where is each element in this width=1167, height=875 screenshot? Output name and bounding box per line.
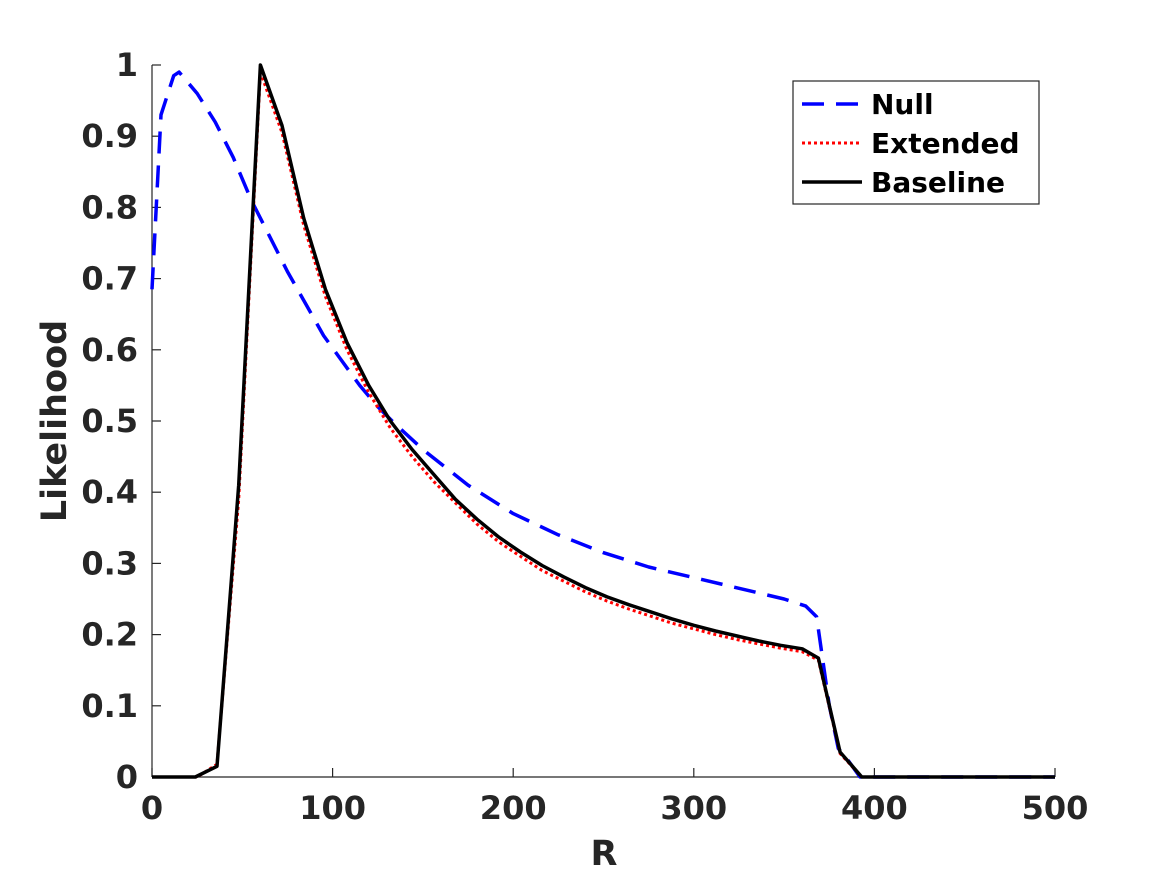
y-axis-title: Likelihood: [35, 320, 75, 522]
series-lines: [150, 63, 1055, 779]
y-tick-label: 0.4: [81, 473, 138, 511]
legend-label-extended: Extended: [871, 127, 1020, 160]
y-tick-label: 1: [116, 46, 138, 84]
legend-label-null: Null: [871, 88, 934, 121]
x-tick-label: 300: [660, 789, 727, 827]
series-line-baseline: [152, 63, 1055, 779]
x-tick-label: 100: [299, 789, 366, 827]
legend: Null Extended Baseline: [792, 80, 1040, 205]
x-axis-title: R: [591, 834, 618, 874]
legend-label-baseline: Baseline: [871, 166, 1005, 199]
y-tick-label: 0.8: [81, 188, 138, 226]
x-tick-label: 200: [480, 789, 547, 827]
x-tick-label: 500: [1022, 789, 1089, 827]
y-tick-label: 0: [116, 758, 138, 796]
y-tick-label: 0.5: [81, 402, 138, 440]
y-tick-label: 0.6: [81, 331, 138, 369]
x-tick-label: 400: [841, 789, 908, 827]
y-tick-label: 0.7: [81, 260, 138, 298]
y-tick-label: 0.1: [81, 687, 138, 725]
y-tick-label: 0.3: [81, 544, 138, 582]
tick-labels: 0 100 200 300 400 500 0 0.1 0.2 0.3 0.4 0.5 0.6 0.7 0.…: [81, 46, 1088, 827]
y-tick-label: 0.2: [81, 616, 138, 654]
y-tick-label: 0.9: [81, 117, 138, 155]
x-tick-label: 0: [141, 789, 163, 827]
